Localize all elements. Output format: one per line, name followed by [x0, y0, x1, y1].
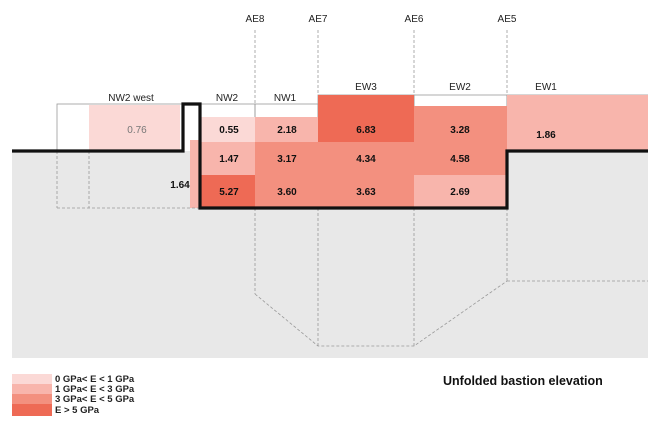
legend: 0 GPa< E < 1 GPa 1 GPa< E < 3 GPa 3 GPa<… [12, 374, 135, 416]
value-nw2west-0: 0.76 [127, 125, 147, 136]
section-ew3: EW3 [355, 82, 377, 93]
cell-nw2-1 [200, 142, 255, 175]
value-ew1-0: 1.86 [536, 130, 556, 141]
cell-ew2-2 [414, 175, 507, 208]
cell-nw2-3 [190, 140, 199, 208]
legend-label-3: E > 5 GPa [55, 405, 100, 416]
value-nw1-2: 3.60 [277, 187, 297, 198]
ground-area [12, 151, 648, 358]
value-nw1-1: 3.17 [277, 154, 297, 165]
cell-values: 0.76 0.55 1.47 5.27 1.64 2.18 3.17 3.60 … [127, 125, 556, 198]
legend-label-2: 3 GPa< E < 5 GPa [55, 394, 135, 405]
cell-ew2-0 [414, 106, 507, 142]
cell-ew1-0 [507, 95, 648, 151]
modulus-cells [89, 95, 648, 208]
cell-nw2-0 [200, 117, 255, 142]
marker-ae8: AE8 [246, 14, 265, 25]
marker-ae7: AE7 [309, 14, 328, 25]
legend-swatch-2 [12, 394, 52, 404]
cell-nw2-2 [200, 175, 255, 208]
legend-swatch-1 [12, 384, 52, 394]
legend-swatch-0 [12, 374, 52, 384]
value-nw2-1: 1.47 [219, 154, 239, 165]
section-labels: NW2 west NW2 NW1 EW3 EW2 EW1 [108, 82, 557, 104]
section-ew1: EW1 [535, 82, 557, 93]
cell-ew3-1 [318, 142, 414, 175]
legend-label-1: 1 GPa< E < 3 GPa [55, 384, 135, 395]
section-ew2: EW2 [449, 82, 471, 93]
value-ew3-2: 3.63 [356, 187, 376, 198]
cell-nw1-1 [255, 142, 318, 175]
marker-ae6: AE6 [405, 14, 424, 25]
value-nw2-0: 0.55 [219, 125, 239, 136]
value-nw2-2: 5.27 [219, 187, 239, 198]
ground-line [12, 102, 648, 210]
value-nw2-3: 1.64 [170, 180, 190, 191]
diagram-title: Unfolded bastion elevation [443, 374, 603, 388]
value-ew2-2: 2.69 [450, 187, 470, 198]
value-ew3-0: 6.83 [356, 125, 376, 136]
value-ew2-1: 4.58 [450, 154, 470, 165]
legend-swatch-3 [12, 404, 52, 416]
cell-ew3-2 [318, 175, 414, 208]
value-ew2-0: 3.28 [450, 125, 470, 136]
cell-ew3-0 [318, 95, 414, 142]
section-nw2: NW2 [216, 93, 239, 104]
cell-nw1-0 [255, 117, 318, 142]
ae-markers: AE8 AE7 AE6 AE5 [246, 14, 517, 25]
cell-nw2west-0 [89, 105, 180, 151]
value-nw1-0: 2.18 [277, 125, 297, 136]
section-nw2-west: NW2 west [108, 93, 154, 104]
value-ew3-1: 4.34 [356, 154, 376, 165]
marker-ae5: AE5 [498, 14, 517, 25]
section-nw1: NW1 [274, 93, 297, 104]
cell-nw1-2 [255, 175, 318, 208]
legend-label-0: 0 GPa< E < 1 GPa [55, 374, 135, 385]
cell-ew2-1 [414, 142, 507, 175]
dashed-lines [56, 30, 648, 347]
